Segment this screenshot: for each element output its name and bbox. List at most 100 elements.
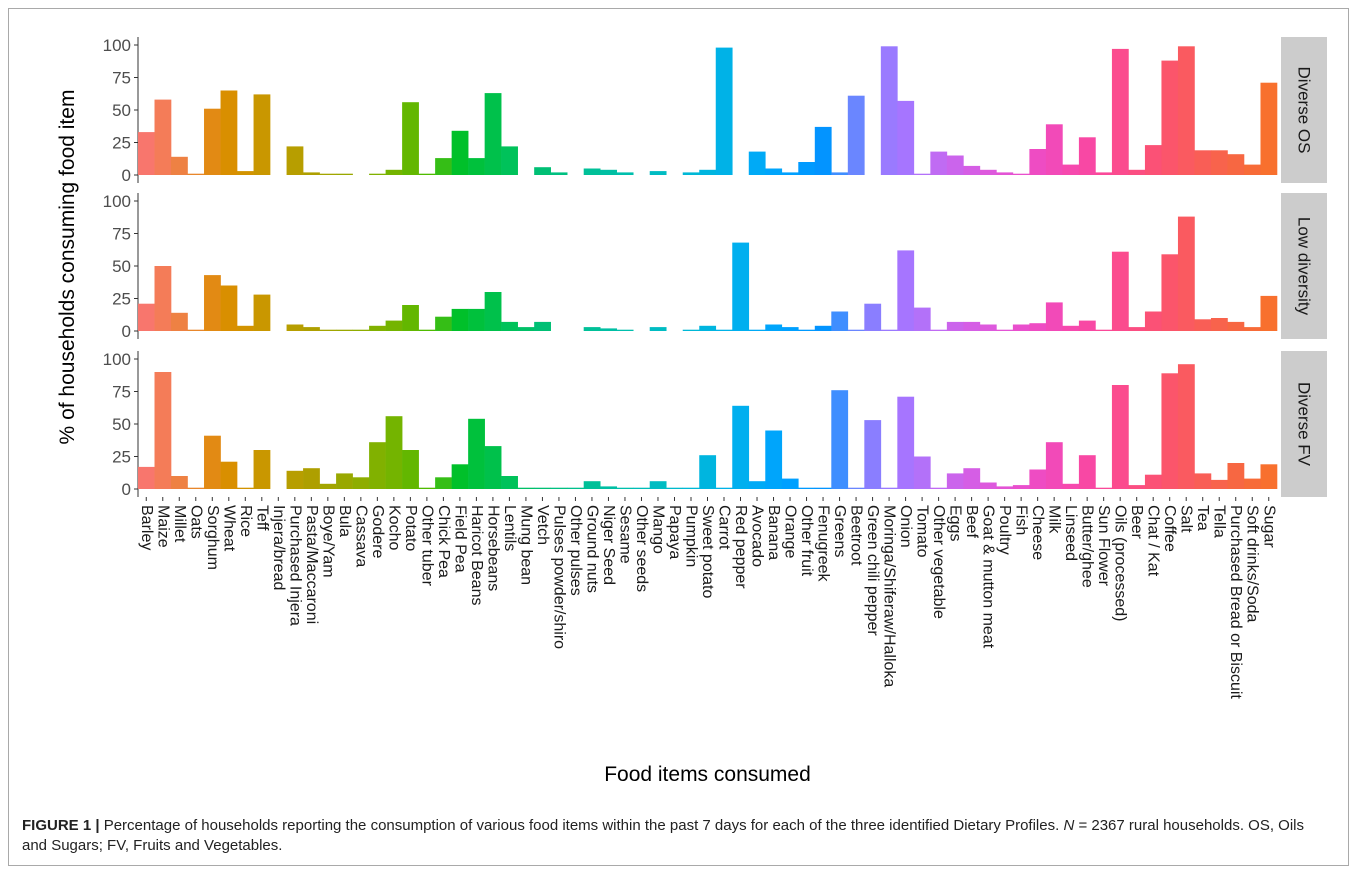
x-category-label: Other pulses — [567, 505, 584, 596]
bar-purchased-injera — [286, 324, 304, 331]
bar-other-vegetable — [930, 487, 948, 489]
bar-oats — [187, 173, 205, 175]
x-category-label: Cheese — [1029, 505, 1046, 560]
bar-poultry — [996, 329, 1014, 331]
bar-goat-mutton-meat — [979, 324, 997, 331]
bar-cassava — [352, 477, 370, 489]
bar-bula — [336, 473, 353, 489]
bar-pumpkin — [682, 329, 700, 331]
x-category-label: Godere — [369, 505, 386, 558]
bar-sun-flower — [1095, 487, 1113, 489]
bar-pumpkin — [682, 487, 700, 489]
x-category-label: Chick Pea — [435, 505, 452, 578]
bar-godere — [369, 325, 386, 331]
y-tick-label: 50 — [112, 101, 131, 120]
bar-sweet-potato — [699, 169, 717, 175]
bar-sesame — [616, 172, 634, 175]
x-category-label: Sugar — [1260, 505, 1277, 548]
bar-sweet-potato — [699, 325, 717, 331]
bar-rice — [237, 487, 254, 489]
bar-soft-drinks-soda — [1243, 327, 1261, 331]
bar-banana — [765, 324, 783, 331]
x-category-label: Teff — [253, 505, 270, 531]
bar-poultry — [996, 172, 1014, 175]
x-category-label: Ground nuts — [583, 505, 600, 593]
bar-oils-processed — [1111, 251, 1129, 331]
bar-purchased-injera — [286, 470, 304, 489]
bar-tella — [1210, 479, 1228, 489]
bar-bula — [336, 173, 353, 175]
bar-mango — [649, 327, 667, 331]
bar-boye-yam — [319, 329, 337, 331]
bar-ground-nuts — [583, 327, 601, 331]
x-category-label: Oils (processed) — [1112, 505, 1129, 621]
bar-beetroot — [847, 95, 865, 175]
bar-greens — [831, 172, 849, 175]
x-category-label: Eggs — [947, 505, 964, 541]
bar-beer — [1128, 485, 1146, 489]
bar-banana — [765, 168, 783, 175]
bar-papaya — [666, 487, 684, 489]
bar-milk — [1045, 124, 1063, 175]
facet-strip-label: Low diversity — [1295, 217, 1314, 316]
bar-cheese — [1029, 469, 1047, 489]
bar-banana — [765, 430, 783, 489]
bar-haricot-beans — [468, 308, 485, 331]
x-category-label: Fish — [1013, 505, 1030, 535]
bar-other-vegetable — [930, 329, 948, 331]
bar-sorghum — [204, 435, 221, 489]
figure-caption: FIGURE 1 | Percentage of households repo… — [22, 816, 1332, 856]
x-category-label: Other fruit — [798, 505, 815, 577]
x-category-label: Purchased Injera — [286, 505, 303, 626]
bar-milk — [1045, 442, 1063, 489]
panel-background — [138, 193, 1277, 339]
y-tick-label: 100 — [103, 350, 131, 369]
bar-fish — [1012, 324, 1030, 331]
bar-horsebeans — [484, 292, 502, 331]
y-tick-label: 0 — [122, 322, 131, 341]
x-category-label: Field Pea — [451, 505, 468, 573]
x-category-label: Green chili pepper — [864, 505, 881, 636]
bar-vetch — [534, 487, 551, 489]
bar-sesame — [616, 329, 634, 331]
x-category-label: Sweet potato — [699, 505, 716, 599]
bar-milk — [1045, 302, 1063, 331]
bar-godere — [369, 442, 386, 489]
bar-fish — [1012, 173, 1030, 175]
x-category-label: Vetch — [534, 505, 551, 545]
x-category-label: Coffee — [1161, 505, 1178, 552]
bar-potato — [402, 450, 419, 489]
bar-horsebeans — [484, 446, 502, 489]
bar-rice — [237, 325, 254, 331]
bar-soft-drinks-soda — [1243, 164, 1261, 175]
bar-other-vegetable — [930, 151, 948, 175]
bar-barley — [138, 466, 155, 489]
bar-millet — [171, 476, 188, 489]
bar-millet — [171, 156, 188, 175]
bar-goat-mutton-meat — [979, 169, 997, 175]
x-category-label: Mango — [649, 505, 666, 554]
bar-linseed — [1062, 325, 1080, 331]
bar-onion — [897, 100, 915, 175]
bar-chat-kat — [1144, 474, 1162, 489]
bar-salt — [1177, 216, 1195, 331]
bar-tomato — [913, 307, 931, 331]
bar-green-chili-pepper — [864, 303, 882, 331]
facet-strip-label: Diverse FV — [1295, 382, 1314, 467]
x-category-label: Cassava — [352, 505, 369, 567]
x-category-label: Poultry — [996, 505, 1013, 555]
bar-pumpkin — [682, 172, 700, 175]
bar-barley — [138, 303, 155, 331]
x-category-label: Niger Seed — [600, 505, 617, 585]
facet-strip-background — [1281, 37, 1327, 183]
bar-sugar — [1260, 82, 1278, 175]
bar-potato — [402, 102, 419, 175]
bar-carrot — [715, 329, 733, 331]
bar-lentils — [501, 476, 518, 489]
bar-sugar — [1260, 295, 1278, 331]
bar-pulses-powder-shiro — [550, 172, 568, 175]
bar-moringa-shiferaw-halloka — [880, 487, 898, 489]
bar-orange — [781, 327, 799, 331]
bar-bula — [336, 329, 353, 331]
